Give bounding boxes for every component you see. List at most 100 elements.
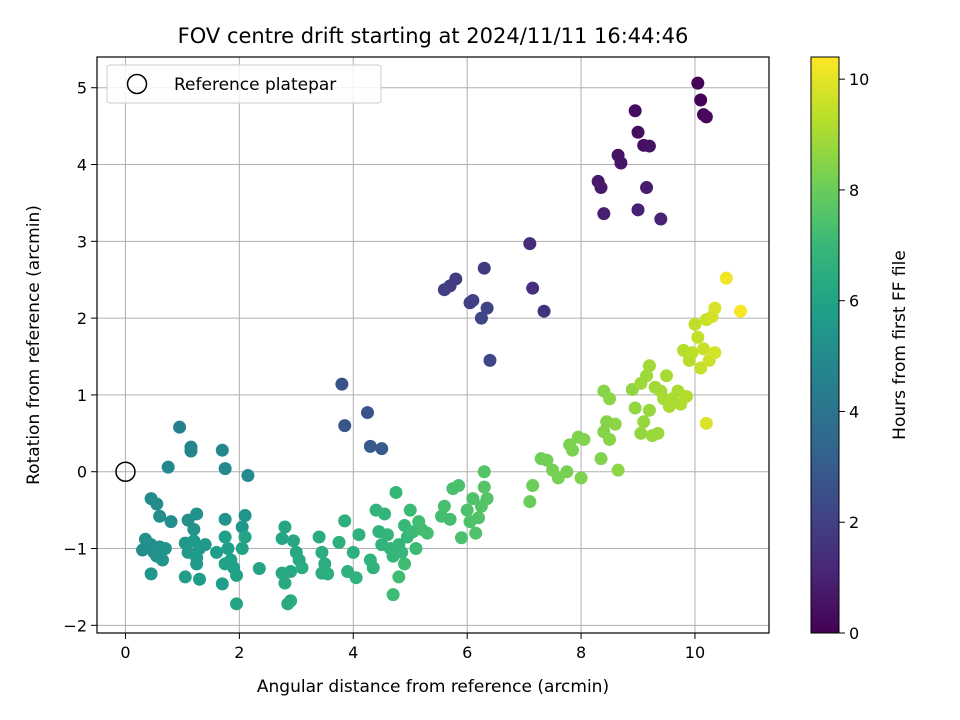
data-point bbox=[628, 401, 642, 415]
data-point bbox=[523, 495, 537, 509]
data-point bbox=[238, 508, 252, 522]
data-point bbox=[349, 571, 363, 585]
data-point bbox=[537, 304, 551, 318]
data-point bbox=[437, 283, 451, 297]
x-axis-label: Angular distance from reference (arcmin) bbox=[257, 677, 609, 697]
grid-lines bbox=[97, 57, 769, 633]
data-point bbox=[691, 330, 705, 344]
colorbar-tick-label: 8 bbox=[849, 181, 859, 200]
data-point bbox=[352, 528, 366, 542]
data-point bbox=[315, 545, 329, 559]
data-point bbox=[150, 497, 164, 511]
data-points bbox=[136, 76, 748, 611]
data-point bbox=[198, 538, 212, 552]
data-point bbox=[477, 261, 491, 275]
data-point bbox=[153, 509, 167, 523]
data-point bbox=[241, 469, 255, 483]
x-tick-label: 8 bbox=[576, 643, 586, 662]
data-point bbox=[184, 444, 198, 458]
y-tick-label: 3 bbox=[77, 232, 87, 251]
data-point bbox=[631, 203, 645, 217]
data-point bbox=[403, 503, 417, 517]
x-tick-label: 2 bbox=[234, 643, 244, 662]
data-point bbox=[651, 426, 665, 440]
data-point bbox=[173, 420, 187, 434]
data-point bbox=[659, 369, 673, 383]
data-point bbox=[161, 460, 175, 474]
data-point bbox=[526, 479, 540, 493]
data-point bbox=[221, 542, 235, 556]
data-point bbox=[480, 492, 494, 506]
data-point bbox=[252, 561, 266, 575]
colorbar-label: Hours from first FF file bbox=[890, 250, 910, 440]
reference-platepar-marker bbox=[115, 461, 136, 482]
colorbar-tick-label: 4 bbox=[849, 402, 859, 421]
data-point bbox=[708, 346, 722, 360]
data-point bbox=[284, 594, 298, 608]
data-point bbox=[238, 530, 252, 544]
data-point bbox=[460, 503, 474, 517]
data-point bbox=[155, 553, 169, 567]
y-tick-label: −1 bbox=[63, 540, 87, 559]
data-point bbox=[321, 567, 335, 581]
data-point bbox=[477, 465, 491, 479]
data-point bbox=[338, 419, 352, 433]
data-point bbox=[378, 507, 392, 521]
colorbar-tick-label: 10 bbox=[849, 70, 869, 89]
data-point bbox=[452, 479, 466, 493]
data-point bbox=[138, 532, 152, 546]
data-point bbox=[688, 317, 702, 331]
data-point bbox=[178, 570, 192, 584]
data-point bbox=[577, 432, 591, 446]
data-point bbox=[218, 512, 232, 526]
legend: Reference platepar bbox=[106, 64, 382, 104]
colorbar-tick-label: 0 bbox=[849, 624, 859, 643]
data-point bbox=[164, 515, 178, 529]
data-point bbox=[614, 156, 628, 170]
x-tick-label: 6 bbox=[462, 643, 472, 662]
data-point bbox=[443, 512, 457, 526]
data-point bbox=[634, 426, 648, 440]
colorbar: 0 2 4 6 8 10 Hours from first FF file bbox=[810, 56, 910, 643]
data-point bbox=[608, 417, 622, 431]
data-point bbox=[187, 522, 201, 536]
data-point bbox=[719, 271, 733, 285]
data-point bbox=[218, 462, 232, 476]
data-point bbox=[469, 526, 483, 540]
y-tick-label: 4 bbox=[77, 156, 87, 175]
data-point bbox=[190, 507, 204, 521]
data-point bbox=[560, 465, 574, 479]
data-point bbox=[190, 557, 204, 571]
legend-label-reference-platepar: Reference platepar bbox=[174, 75, 336, 95]
colorbar-gradient bbox=[810, 56, 840, 634]
data-point bbox=[437, 499, 451, 513]
data-point bbox=[694, 93, 708, 107]
colorbar-tick-label: 2 bbox=[849, 513, 859, 532]
data-point bbox=[363, 439, 377, 453]
data-point bbox=[691, 76, 705, 90]
data-point bbox=[654, 212, 668, 226]
y-axis-ticks: −2 −1 0 1 2 3 4 5 bbox=[63, 79, 97, 635]
data-point bbox=[637, 415, 651, 429]
data-point bbox=[679, 389, 693, 403]
data-point bbox=[526, 281, 540, 295]
data-point bbox=[392, 570, 406, 584]
x-tick-label: 10 bbox=[685, 643, 705, 662]
data-point bbox=[566, 443, 580, 457]
legend-open-circle-icon bbox=[126, 73, 148, 95]
data-point bbox=[466, 492, 480, 506]
data-point bbox=[218, 530, 232, 544]
y-tick-label: 1 bbox=[77, 386, 87, 405]
data-point bbox=[158, 542, 172, 556]
data-point bbox=[594, 452, 608, 466]
data-point bbox=[523, 237, 537, 251]
y-axis-label: Rotation from reference (arcmin) bbox=[24, 205, 44, 485]
data-point bbox=[734, 304, 748, 318]
data-point bbox=[694, 361, 708, 375]
data-point bbox=[275, 566, 289, 580]
data-point bbox=[230, 568, 244, 582]
data-point bbox=[235, 520, 249, 534]
data-point bbox=[235, 542, 249, 556]
data-point bbox=[375, 442, 389, 456]
